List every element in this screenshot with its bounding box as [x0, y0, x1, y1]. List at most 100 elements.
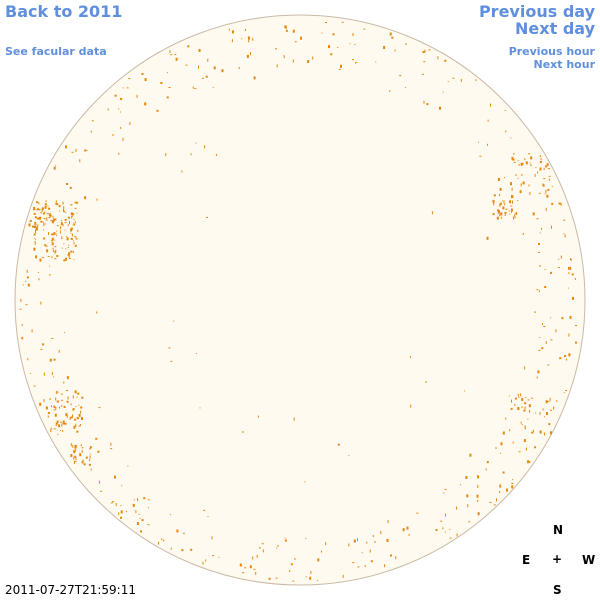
facula-spot	[91, 120, 94, 122]
facula-spot	[192, 86, 194, 89]
facula-spot	[85, 149, 88, 151]
facula-spot	[389, 90, 391, 93]
facula-spot	[199, 407, 201, 409]
facula-spot	[76, 396, 78, 398]
facula-spot	[70, 228, 73, 232]
facula-spot	[42, 343, 45, 346]
facula-spot	[285, 26, 287, 30]
facula-spot	[55, 407, 57, 410]
facula-spot	[492, 199, 495, 203]
facula-spot	[147, 499, 150, 501]
facula-spot	[136, 94, 138, 98]
facula-spot	[74, 244, 77, 247]
facula-spot	[63, 406, 66, 408]
facula-spot	[112, 134, 114, 136]
facula-spot	[352, 33, 354, 36]
facula-spot	[549, 397, 551, 401]
facula-spot	[521, 406, 523, 409]
facula-spot	[538, 290, 540, 293]
previous-hour-link[interactable]: Previous hour	[508, 45, 595, 58]
facula-spot	[445, 513, 446, 517]
back-to-year-link[interactable]: Back to 2011	[5, 2, 123, 21]
facula-spot	[74, 201, 76, 204]
facula-spot	[77, 392, 80, 395]
facula-spot	[300, 36, 302, 40]
see-facular-data-link[interactable]: See facular data	[5, 45, 107, 58]
facula-spot	[33, 385, 36, 387]
facula-spot	[512, 441, 514, 444]
facula-spot	[410, 404, 412, 408]
facula-spot	[533, 429, 534, 432]
facula-spot	[61, 404, 63, 407]
facula-spot	[44, 211, 46, 214]
facula-spot	[64, 218, 67, 221]
facula-spot	[55, 397, 57, 401]
facula-spot	[51, 220, 54, 224]
facula-spot	[74, 455, 77, 458]
previous-day-link[interactable]: Previous day	[478, 2, 595, 21]
facula-spot	[62, 420, 65, 424]
facula-spot	[387, 520, 389, 524]
facula-spot	[53, 405, 56, 408]
facula-spot	[505, 130, 507, 133]
facula-spot	[110, 442, 112, 446]
facula-spot	[84, 149, 86, 152]
facula-spot	[248, 39, 250, 43]
facula-spot	[81, 396, 84, 399]
facula-spot	[569, 315, 572, 319]
facula-spot	[499, 491, 501, 494]
facular-spots	[19, 21, 577, 582]
facula-spot	[424, 49, 426, 53]
facula-spot	[559, 357, 562, 360]
facula-spot	[54, 239, 56, 241]
facula-spot	[520, 421, 522, 424]
facula-spot	[118, 152, 120, 155]
facula-spot	[253, 76, 256, 80]
facula-spot	[550, 271, 552, 274]
facula-spot	[478, 141, 479, 143]
next-day-link[interactable]: Next day	[515, 19, 595, 38]
facula-spot	[68, 254, 70, 258]
facula-spot	[509, 429, 511, 432]
facula-spot	[136, 522, 139, 525]
facula-spot	[198, 65, 199, 69]
facula-spot	[437, 56, 439, 60]
facula-spot	[48, 232, 49, 235]
facula-spot	[560, 202, 562, 206]
facula-spot	[207, 58, 209, 62]
facula-spot	[33, 233, 36, 236]
facula-spot	[41, 207, 44, 211]
next-hour-link[interactable]: Next hour	[533, 58, 596, 71]
facula-spot	[81, 447, 84, 449]
facula-spot	[170, 360, 173, 362]
facula-spot	[525, 397, 527, 399]
facula-spot	[250, 52, 251, 56]
facula-spot	[45, 406, 48, 410]
facula-spot	[55, 424, 57, 427]
facula-spot	[364, 565, 366, 567]
facula-spot	[33, 212, 36, 215]
facula-spot	[98, 407, 101, 409]
facula-spot	[66, 400, 69, 403]
facula-spot	[563, 392, 565, 394]
facula-spot	[479, 155, 482, 157]
facula-spot	[289, 570, 291, 572]
facula-spot	[56, 235, 58, 236]
facula-spot	[348, 543, 350, 547]
facula-spot	[550, 431, 552, 435]
facula-spot	[340, 64, 342, 68]
facula-spot	[53, 376, 55, 378]
compass-west-label: W	[582, 553, 596, 567]
facula-spot	[542, 408, 544, 411]
facula-spot	[503, 200, 505, 204]
facula-spot	[78, 413, 81, 417]
facula-spot	[527, 399, 530, 401]
facula-spot	[525, 161, 528, 165]
facula-spot	[81, 461, 84, 464]
facula-spot	[49, 398, 51, 400]
facula-spot	[505, 417, 507, 420]
facula-spot	[511, 485, 514, 489]
facula-spot	[70, 403, 72, 406]
facula-spot	[499, 202, 502, 204]
